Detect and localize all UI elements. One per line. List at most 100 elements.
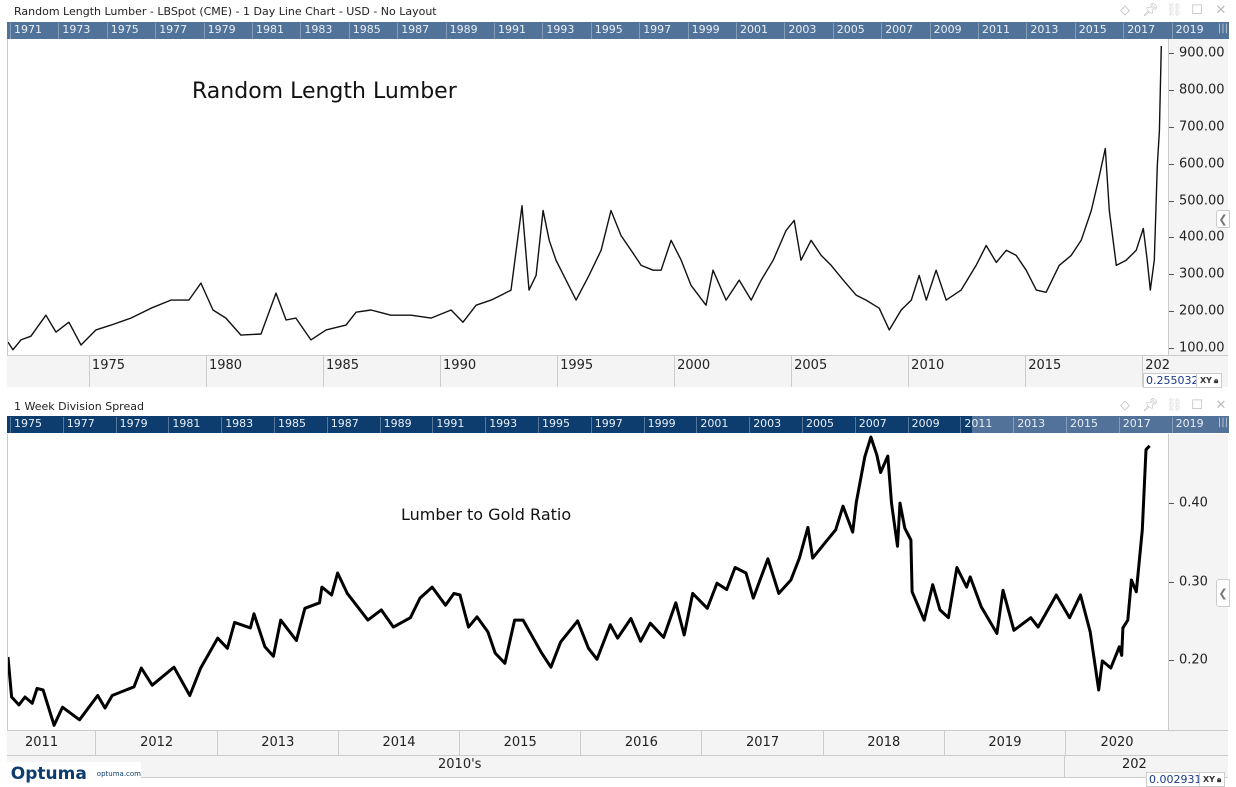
navigator-year-label: 2019 xyxy=(1171,417,1204,433)
navigator-year-label: 1999 xyxy=(643,417,676,433)
navigator-year-label: 1987 xyxy=(397,23,429,39)
navigator-year-label: 1981 xyxy=(252,23,284,39)
x-cell-divider xyxy=(459,731,461,755)
x-axis[interactable]: 1975 1980 1985 1990 1995 2000 2005 2010 2015 202 xyxy=(7,355,1228,387)
navigator-year-label: 2007 xyxy=(854,417,887,433)
optuma-logo-icon xyxy=(5,764,7,784)
x-axis-decades[interactable]: 2010's 202 xyxy=(7,755,1228,778)
navigator-year-label: 2005 xyxy=(832,23,865,39)
x-cell-divider xyxy=(337,731,339,755)
navigator-year-label: 1989 xyxy=(445,23,478,39)
y-tick xyxy=(1169,274,1174,276)
navigator-handle[interactable]: ||| xyxy=(1217,23,1228,34)
y-tick-label: 200.00 xyxy=(1179,303,1225,319)
x-axis[interactable]: 2011 2012 2013 2014 2015 2016 2017 2018 2019 2020 xyxy=(7,730,1228,755)
y-tick-label: 0.30 xyxy=(1179,574,1208,590)
x-category-label: 2019 xyxy=(988,735,1022,750)
x-cell-divider xyxy=(822,731,824,755)
close-icon[interactable]: ✕ xyxy=(1215,398,1227,413)
navigator-year-label: 1999 xyxy=(687,23,720,39)
y-tick xyxy=(1169,163,1174,165)
y-tick-label: 700.00 xyxy=(1179,119,1225,135)
y-tick-label: 900.00 xyxy=(1179,45,1225,61)
panel-header-icons: ◇ 📌︎ ⛓︎ ☐ ✕ xyxy=(1118,398,1228,413)
panel-title: Random Length Lumber - LBSpot (CME) - 1 … xyxy=(14,5,437,18)
close-icon[interactable]: ✕ xyxy=(1215,3,1227,18)
y-tick xyxy=(1169,347,1174,349)
navigator-year-label: 1975 xyxy=(10,417,42,433)
y-tick-label: 500.00 xyxy=(1179,193,1225,208)
navigator-year-label: 1987 xyxy=(326,417,359,433)
plot-area[interactable]: Lumber to Gold Ratio xyxy=(6,434,1168,730)
y-axis[interactable]: 100.00 200.00 300.00 400.00 500.00 600.00 700.… xyxy=(1168,39,1228,355)
x-category-label: 2015 xyxy=(503,735,537,750)
logo-text: Optuma xyxy=(10,763,87,784)
x-cell-divider xyxy=(580,731,582,755)
series-line xyxy=(6,435,1151,727)
navigator-year-label: 1975 xyxy=(106,23,139,39)
navigator-year-label: 2009 xyxy=(907,417,940,433)
x-tick-label: 1975 xyxy=(91,358,126,373)
lock-icon: 🔒︎ xyxy=(1216,774,1222,784)
y-tick-label: 100.00 xyxy=(1179,340,1225,356)
x-cell-divider xyxy=(943,731,945,755)
x-tick-label: 1990 xyxy=(443,358,477,373)
maximize-icon[interactable]: ☐ xyxy=(1191,398,1203,413)
x-tick xyxy=(1142,356,1144,387)
navigator-year-label: 1977 xyxy=(155,23,187,39)
collapse-panel-button[interactable]: ❮ xyxy=(1216,579,1230,607)
diamond-icon[interactable]: ◇ xyxy=(1120,3,1130,18)
x-tick-label: 2015 xyxy=(1028,358,1062,373)
time-navigator[interactable]: 1971 1973 1975 1977 1979 1981 1983 1985 1987 1989… xyxy=(7,22,1229,39)
lumber-gold-ratio-chart xyxy=(6,435,1151,727)
top-chart-panel: Random Length Lumber - LBSpot (CME) - 1 … xyxy=(0,0,1236,392)
navigator-year-label: 2009 xyxy=(929,23,962,39)
link-icon[interactable]: ⛓︎ xyxy=(1166,398,1183,413)
x-tick xyxy=(908,356,910,387)
panel-title: 1 Week Division Spread xyxy=(14,400,144,413)
pin-icon[interactable]: 📌︎ xyxy=(1142,3,1159,18)
xy-lock-button[interactable]: XY 🔒︎ xyxy=(1199,773,1224,786)
y-tick xyxy=(1169,311,1174,313)
navigator-year-label: 1995 xyxy=(538,417,570,433)
navigator-year-label: 2017 xyxy=(1118,417,1151,433)
x-tick xyxy=(791,356,793,387)
navigator-selection-window[interactable] xyxy=(972,416,1229,433)
diamond-icon[interactable]: ◇ xyxy=(1120,398,1130,413)
x-tick xyxy=(674,356,676,387)
x-tick xyxy=(88,356,90,387)
navigator-year-label: 1981 xyxy=(168,417,200,433)
navigator-year-label: 2001 xyxy=(696,417,728,433)
chevron-left-icon: ❮ xyxy=(1218,586,1228,600)
y-tick-label: 400.00 xyxy=(1179,229,1225,245)
y-tick-label: 800.00 xyxy=(1179,82,1225,98)
x-tick-label: 2010 xyxy=(911,358,945,373)
y-tick xyxy=(1169,503,1174,505)
navigator-year-label: 1991 xyxy=(432,417,464,433)
pin-icon[interactable]: 📌︎ xyxy=(1142,398,1159,413)
cursor-value-box: 0.0029316 XY🔒︎ xyxy=(1146,772,1226,787)
x-category-label: 2020 xyxy=(1100,735,1134,750)
xy-lock-button[interactable]: XY 🔒︎ xyxy=(1196,374,1221,387)
chart-annotation: Random Length Lumber xyxy=(192,79,457,104)
x-tick xyxy=(557,356,559,387)
time-navigator[interactable]: 1975 1977 1979 1981 1983 1985 1987 1989 1991 1993… xyxy=(7,416,1229,433)
maximize-icon[interactable]: ☐ xyxy=(1191,3,1203,18)
cursor-value-box: 0.2550325 XY🔒︎ xyxy=(1143,373,1223,388)
x-tick-label: 2000 xyxy=(677,358,711,373)
plot-area[interactable]: Random Length Lumber xyxy=(7,39,1168,355)
navigator-handle[interactable]: ||| xyxy=(1217,417,1228,428)
xy-label: XY xyxy=(1203,775,1215,784)
y-tick xyxy=(1169,660,1174,662)
y-tick xyxy=(1169,200,1174,202)
decade-label-next: 202 xyxy=(1122,757,1147,772)
link-icon[interactable]: ⛓︎ xyxy=(1166,3,1183,18)
navigator-year-label: 1991 xyxy=(494,23,526,39)
navigator-year-label: 2007 xyxy=(881,23,913,39)
lumber-price-chart xyxy=(7,45,1162,351)
x-category-label: 2012 xyxy=(140,735,174,750)
collapse-panel-button[interactable]: ❮ xyxy=(1216,210,1230,228)
y-tick xyxy=(1169,237,1174,239)
optuma-logo[interactable]: Optuma optuma.com xyxy=(5,762,141,785)
y-tick xyxy=(1169,581,1174,583)
